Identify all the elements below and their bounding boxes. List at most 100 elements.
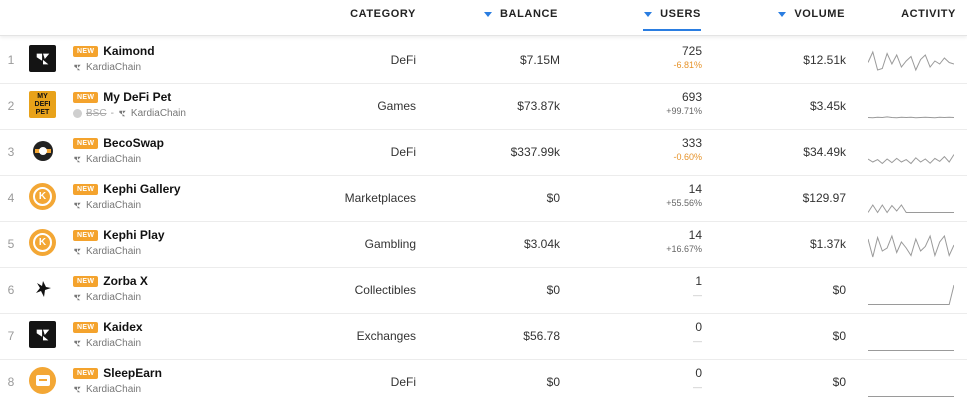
category-cell: DeFi xyxy=(390,375,416,389)
chain-info: KardiaChain xyxy=(73,384,141,395)
becoswap-logo xyxy=(29,137,56,164)
chain-label: KardiaChain xyxy=(86,384,142,395)
kephi-play-logo: K xyxy=(29,229,56,256)
sort-arrow-icon xyxy=(484,11,493,17)
users-cell: 333 -0.60% xyxy=(673,136,702,162)
mydefipet-logo: MY DEFI PET xyxy=(29,91,56,118)
dapp-table-body: 1 NEW Kaimond KardiaChain DeFi $7.15M 725 -6.81… xyxy=(0,38,967,402)
users-count: 725 xyxy=(681,44,702,58)
volume-cell: $0 xyxy=(832,283,846,297)
chain-label: KardiaChain xyxy=(86,200,142,211)
table-row[interactable]: 7 NEW Kaidex KardiaChain Exchanges $56.78 0— $0 xyxy=(0,314,967,360)
users-change: -0.60% xyxy=(673,152,702,162)
users-change: — xyxy=(693,382,702,392)
new-badge: NEW xyxy=(73,275,99,287)
users-change: — xyxy=(693,336,702,346)
active-sort-underline xyxy=(643,29,701,31)
category-cell: Exchanges xyxy=(356,329,416,343)
users-cell: 725 -6.81% xyxy=(673,44,702,70)
users-cell: 693 +99.71% xyxy=(666,90,702,116)
balance-cell: $56.78 xyxy=(523,329,560,343)
category-cell: Collectibles xyxy=(354,283,416,297)
dapp-name[interactable]: SleepEarn xyxy=(103,366,162,380)
users-count: 14 xyxy=(688,228,702,242)
rank-number: 1 xyxy=(7,53,15,67)
sort-arrow-icon xyxy=(644,11,653,17)
category-cell: DeFi xyxy=(390,53,416,67)
chain-info: KardiaChain xyxy=(73,246,141,257)
dapp-name[interactable]: Kaimond xyxy=(103,44,155,58)
balance-cell: $0 xyxy=(546,375,560,389)
rank-number: 7 xyxy=(7,329,15,343)
dapp-name[interactable]: Kephi Gallery xyxy=(103,182,181,196)
users-cell: 1— xyxy=(693,274,702,300)
chain-label: KardiaChain xyxy=(86,62,142,73)
category-cell: DeFi xyxy=(390,145,416,159)
volume-cell: $0 xyxy=(832,375,846,389)
chain-info: KardiaChain xyxy=(73,62,141,73)
balance-cell: $337.99k xyxy=(510,145,560,159)
users-count: 1 xyxy=(695,274,702,288)
column-header-balance[interactable]: BALANCE xyxy=(484,8,558,20)
kardia-logo xyxy=(29,45,56,72)
users-change: — xyxy=(693,290,702,300)
kardiachain-icon xyxy=(73,63,82,72)
new-badge: NEW xyxy=(73,137,99,149)
balance-cell: $7.15M xyxy=(519,53,560,67)
column-header-users[interactable]: USERS xyxy=(643,8,701,31)
sleepearn-logo xyxy=(29,367,56,394)
dapp-name[interactable]: BecoSwap xyxy=(103,136,164,150)
activity-sparkline xyxy=(868,284,954,305)
users-count: 14 xyxy=(688,182,702,196)
table-row[interactable]: 2 MY DEFI PET NEW My DeFi Pet BSC - KardiaChain G… xyxy=(0,84,967,130)
table-row[interactable]: 4 K NEW Kephi Gallery KardiaChain Marketplace… xyxy=(0,176,967,222)
kardiachain-icon xyxy=(73,293,82,302)
sort-arrow-icon xyxy=(778,11,787,17)
rank-number: 5 xyxy=(7,237,15,251)
table-row[interactable]: 8 NEW SleepEarn KardiaChain DeFi $0 0— $0 xyxy=(0,360,967,402)
activity-sparkline xyxy=(868,116,954,119)
kardiachain-icon xyxy=(73,385,82,394)
kardiachain-icon xyxy=(118,109,127,118)
table-row[interactable]: 6 NEW Zorba X KardiaChain Collectibles $0 1— $0 xyxy=(0,268,967,314)
new-badge: NEW xyxy=(73,183,99,195)
dapp-name[interactable]: Kephi Play xyxy=(103,228,165,242)
zorba-logo xyxy=(29,275,56,302)
table-row[interactable]: 5 K NEW Kephi Play KardiaChain Gambling $3.04k… xyxy=(0,222,967,268)
activity-sparkline xyxy=(868,154,954,165)
column-header-activity: ACTIVITY xyxy=(901,8,956,20)
users-change: +16.67% xyxy=(666,244,702,254)
chain-info: KardiaChain xyxy=(73,292,141,303)
volume-cell: $3.45k xyxy=(809,99,846,113)
column-header-category[interactable]: CATEGORY xyxy=(350,8,416,20)
rank-number: 4 xyxy=(7,191,15,205)
users-cell: 0— xyxy=(693,366,702,392)
new-badge: NEW xyxy=(73,367,99,379)
kardiachain-icon xyxy=(73,339,82,348)
new-badge: NEW xyxy=(73,91,99,103)
bsc-chain-label: BSC xyxy=(86,108,107,119)
dapp-name[interactable]: My DeFi Pet xyxy=(103,90,172,104)
new-badge: NEW xyxy=(73,321,99,333)
activity-sparkline xyxy=(868,204,954,214)
activity-sparkline xyxy=(868,234,954,258)
dapp-name[interactable]: Zorba X xyxy=(103,274,148,288)
volume-cell: $129.97 xyxy=(802,191,846,205)
users-change: +55.56% xyxy=(666,198,702,208)
new-badge: NEW xyxy=(73,45,99,57)
chain-info: KardiaChain xyxy=(73,154,141,165)
users-cell: 0— xyxy=(693,320,702,346)
table-row[interactable]: 1 NEW Kaimond KardiaChain DeFi $7.15M 725 -6.81… xyxy=(0,38,967,84)
chain-info: KardiaChain xyxy=(73,200,141,211)
column-header-volume[interactable]: VOLUME xyxy=(778,8,845,20)
activity-sparkline xyxy=(868,396,954,397)
table-row[interactable]: 3 NEW BecoSwap KardiaChain DeFi $337.99k 333 -0… xyxy=(0,130,967,176)
kardiachain-icon xyxy=(73,247,82,256)
category-cell: Marketplaces xyxy=(344,191,416,205)
users-count: 693 xyxy=(681,90,702,104)
category-cell: Gambling xyxy=(364,237,416,251)
chain-label: KardiaChain xyxy=(86,154,142,165)
users-count: 0 xyxy=(695,366,702,380)
balance-cell: $3.04k xyxy=(523,237,560,251)
dapp-name[interactable]: Kaidex xyxy=(103,320,143,334)
